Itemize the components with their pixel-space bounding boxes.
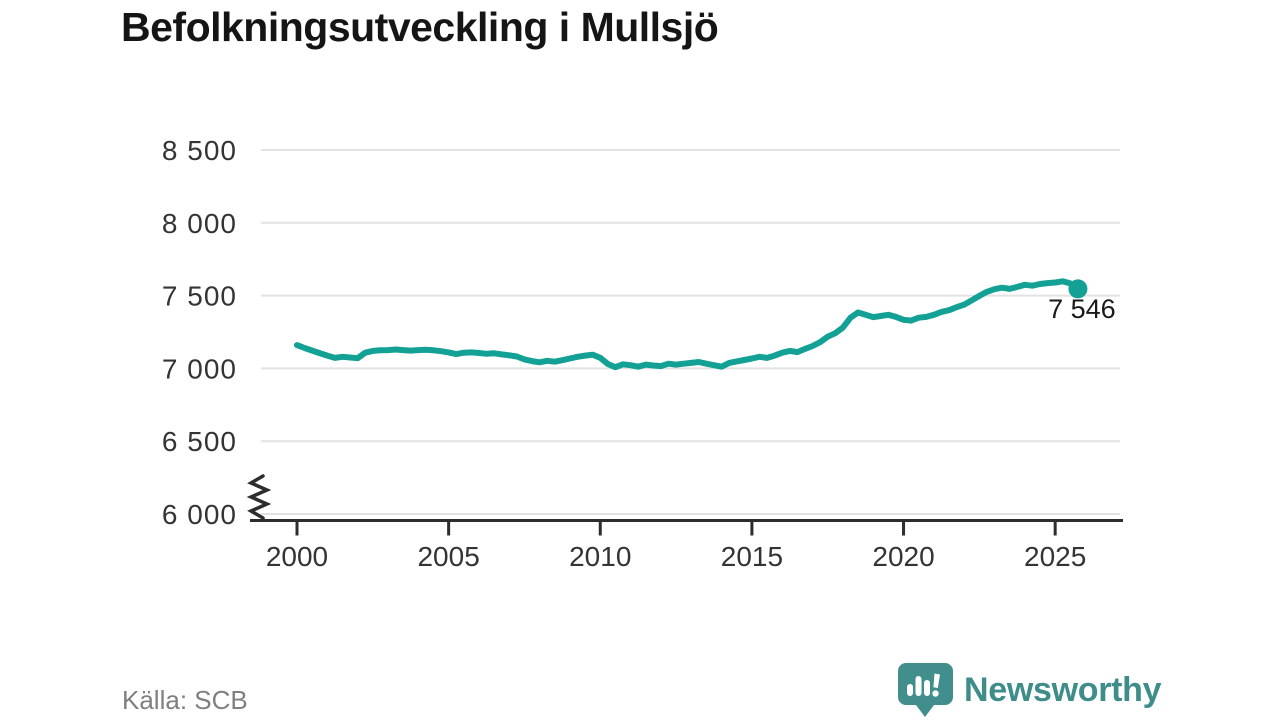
newsworthy-logo: Newsworthy — [898, 663, 1162, 717]
x-axis-tick-label: 2005 — [417, 541, 479, 572]
newsworthy-logo-text: Newsworthy — [964, 670, 1162, 709]
population-line-series — [294, 278, 1081, 371]
chart-title: Befolkningsutveckling i Mullsjö — [121, 4, 719, 50]
y-axis-tick-label: 8 500 — [162, 135, 237, 166]
y-axis-tick-label: 8 000 — [162, 208, 237, 239]
y-axis-tick-label: 6 000 — [162, 499, 237, 530]
x-axis-tick-label: 2010 — [569, 541, 631, 572]
y-axis-tick-label: 6 500 — [162, 426, 237, 457]
y-axis-break-icon — [246, 474, 272, 520]
y-axis-tick-label: 7 000 — [162, 353, 237, 384]
x-axis-tick-label: 2015 — [721, 541, 783, 572]
y-axis-tick-label: 7 500 — [162, 281, 237, 312]
latest-value-label: 7 546 — [1048, 294, 1116, 324]
x-axis-tick-label: 2000 — [266, 541, 328, 572]
source-label: Källa: SCB — [122, 685, 248, 715]
bar-chart-speech-bubble-icon — [898, 663, 953, 717]
x-axis-tick-label: 2025 — [1024, 541, 1086, 572]
latest-value-dot — [1068, 279, 1088, 299]
x-axis-tick-label: 2020 — [872, 541, 934, 572]
